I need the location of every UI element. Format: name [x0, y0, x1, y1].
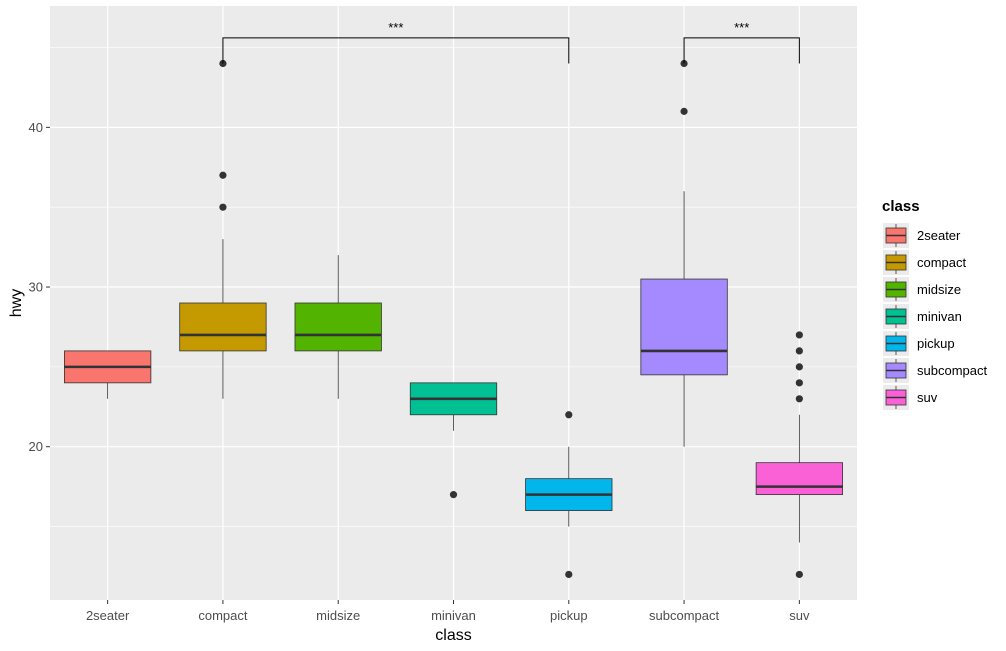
x-tick-label: 2seater	[86, 608, 130, 623]
outlier-point	[795, 379, 803, 387]
legend-title: class	[882, 198, 920, 215]
legend-item-minivan: minivan	[883, 304, 962, 329]
significance-label: ***	[734, 20, 749, 35]
x-tick-label: suv	[789, 608, 810, 623]
outlier-point	[219, 171, 227, 179]
significance-bracket: ***	[683, 20, 800, 64]
box-midsize	[294, 255, 382, 399]
outlier-point	[795, 363, 803, 371]
outlier-point	[565, 570, 573, 579]
significance-label: ***	[388, 20, 403, 35]
legend-item-compact: compact	[883, 250, 967, 275]
box-minivan	[409, 382, 498, 499]
box-subcompact	[640, 59, 728, 447]
box-pickup	[525, 411, 613, 579]
x-tick-label: midsize	[316, 608, 360, 623]
bracket-line	[683, 37, 800, 64]
outlier-point	[795, 570, 803, 579]
outlier-point	[565, 411, 573, 419]
legend-item-subcompact: subcompact	[883, 358, 987, 383]
x-tick-label: compact	[198, 608, 248, 623]
bracket-line	[222, 37, 570, 64]
outlier-point	[795, 395, 803, 403]
x-tick-label: minivan	[431, 608, 476, 623]
legend-label: pickup	[917, 336, 955, 351]
legend-item-midsize: midsize	[883, 277, 961, 302]
y-tick-label: 20	[29, 439, 43, 454]
legend-item-2seater: 2seater	[883, 223, 961, 248]
box-body	[640, 278, 728, 376]
y-tick-label: 40	[29, 120, 43, 135]
outlier-point	[795, 331, 803, 339]
significance-bracket: ***	[222, 20, 570, 64]
legend-label: 2seater	[917, 228, 961, 243]
x-tick-label: pickup	[550, 608, 588, 623]
legend-label: subcompact	[917, 363, 987, 378]
box-2seater	[64, 350, 152, 399]
box-compact	[179, 59, 267, 399]
legend-label: compact	[917, 255, 967, 270]
y-tick-label: 30	[29, 280, 43, 295]
outlier-point	[680, 107, 688, 115]
box-body	[294, 302, 382, 352]
y-axis-title: hwy	[8, 289, 25, 317]
outlier-point	[795, 347, 803, 355]
outlier-point	[449, 491, 458, 499]
legend-item-pickup: pickup	[883, 331, 955, 356]
legend-item-suv: suv	[883, 385, 938, 410]
outlier-point	[219, 203, 227, 211]
box-body	[179, 302, 267, 352]
x-axis-title: class	[435, 627, 471, 644]
x-tick-label: subcompact	[649, 608, 719, 623]
box-body	[755, 462, 843, 496]
box-suv	[755, 331, 843, 579]
legend-label: suv	[917, 390, 938, 405]
legend-label: midsize	[917, 282, 961, 297]
legend-label: minivan	[917, 309, 962, 324]
